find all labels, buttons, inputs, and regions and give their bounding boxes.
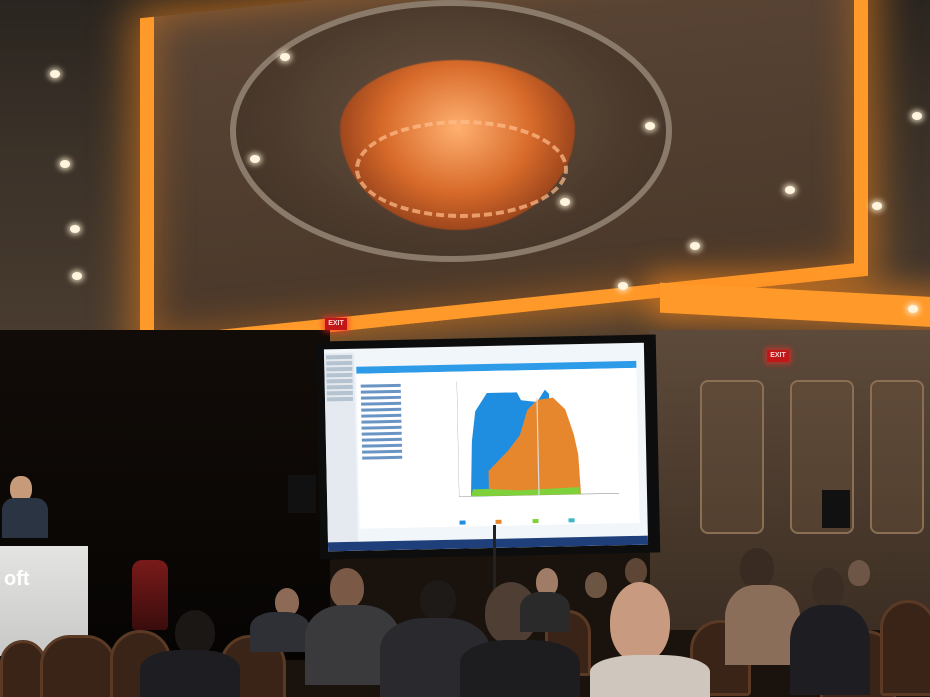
audience-member-body bbox=[520, 592, 570, 632]
audience-seat bbox=[40, 635, 116, 697]
audience-member-head bbox=[420, 580, 456, 620]
audience-seat bbox=[880, 600, 930, 696]
ceiling-light bbox=[50, 70, 60, 78]
audience-member-head bbox=[610, 582, 670, 662]
audience-member-head bbox=[175, 610, 215, 655]
wall-panel bbox=[700, 380, 764, 534]
projected-area-chart bbox=[456, 381, 620, 497]
presenter-body bbox=[2, 498, 48, 538]
red-stage-chair bbox=[132, 560, 168, 630]
ceiling-light bbox=[280, 53, 290, 61]
projected-chart-legend bbox=[459, 508, 619, 525]
audience-member-body bbox=[725, 585, 800, 665]
ceiling-light bbox=[72, 272, 82, 280]
ceiling-light bbox=[912, 112, 922, 120]
audience-member-head bbox=[740, 548, 774, 588]
ceiling-light bbox=[690, 242, 700, 250]
ceiling-light bbox=[908, 305, 918, 313]
projected-app-window bbox=[356, 367, 640, 529]
ceiling-light bbox=[70, 225, 80, 233]
ceiling-light bbox=[250, 155, 260, 163]
ceiling-light bbox=[872, 202, 882, 210]
audience-member-head bbox=[275, 588, 299, 616]
ceiling-light bbox=[645, 122, 655, 130]
ceiling-light bbox=[560, 198, 570, 206]
audience-member-head bbox=[330, 568, 364, 608]
chandelier-ring bbox=[355, 120, 568, 218]
audience-member-body bbox=[790, 605, 870, 695]
audience-member-head bbox=[585, 572, 607, 598]
audience-member-head bbox=[812, 568, 844, 608]
exit-sign-icon: EXIT bbox=[325, 318, 347, 330]
speaker-icon bbox=[822, 490, 850, 528]
chart-green-area bbox=[471, 487, 582, 497]
wall-panel bbox=[870, 380, 924, 534]
audience-member-body bbox=[250, 612, 310, 652]
speaker-icon bbox=[288, 475, 316, 513]
audience bbox=[0, 540, 930, 697]
ceiling-light bbox=[618, 282, 628, 290]
microphone-icon bbox=[493, 525, 496, 595]
projection-screen bbox=[315, 334, 661, 560]
audience-member-head bbox=[536, 568, 558, 596]
audience-member-body bbox=[460, 640, 580, 697]
podium: oft bbox=[0, 546, 88, 656]
ceiling-light bbox=[785, 186, 795, 194]
exit-sign-icon: EXIT bbox=[767, 350, 789, 362]
audience-member-head bbox=[625, 558, 647, 584]
audience-member-head bbox=[848, 560, 870, 586]
podium-logo-text: oft bbox=[4, 568, 30, 590]
ceiling-light bbox=[60, 160, 70, 168]
audience-member-body bbox=[590, 655, 710, 697]
projected-link-list bbox=[360, 381, 413, 463]
presenter-head bbox=[10, 476, 32, 502]
chart-orange-area bbox=[488, 397, 582, 496]
projected-sidebar bbox=[324, 352, 358, 544]
audience-member-body bbox=[140, 650, 240, 697]
projected-desktop bbox=[323, 342, 649, 552]
